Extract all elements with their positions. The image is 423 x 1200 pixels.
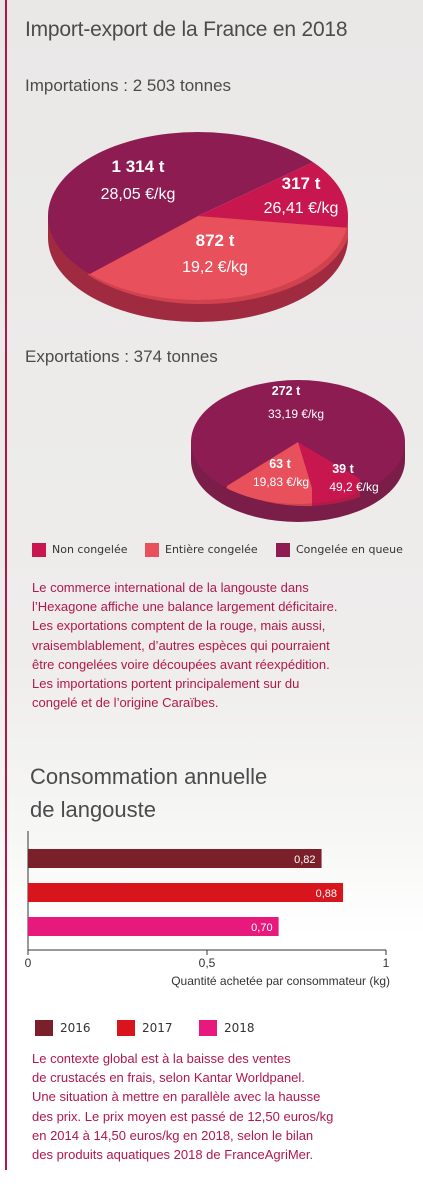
intro-paragraph: Le commerce international de la langoust… <box>32 578 337 712</box>
paragraph-line: en 2014 à 14,50 euros/kg en 2018, selon … <box>32 1127 314 1143</box>
exports-pie-chart: 272 t 33,19 €/kg 63 t 19,83 €/kg 39 t 49… <box>191 380 405 522</box>
paragraph-line: Les importations portent principalement … <box>32 676 300 692</box>
bar-value-label-2016: 0,82 <box>294 854 315 866</box>
paragraph-line: l’Hexagone affiche une balance largement… <box>32 599 338 615</box>
exports-label-entiere-congelee-price: 19,83 €/kg <box>253 475 309 489</box>
bar-value-label-2018: 0,70 <box>251 922 272 934</box>
x-tick-label: 0 <box>25 956 32 970</box>
left-rule <box>5 0 7 1170</box>
imports-slice-non-congelee <box>198 160 348 228</box>
exports-heading: Exportations : 374 tonnes <box>25 347 218 366</box>
legend-label: Congelée en queue <box>296 543 403 556</box>
paragraph-line: Une situation à mettre en parallèle avec… <box>32 1089 321 1105</box>
page-title: Import-export de la France en 2018 <box>25 18 348 41</box>
legend-label: Entière congelée <box>165 543 258 556</box>
legend-label: 2018 <box>224 1021 255 1035</box>
legend-swatch <box>199 1020 217 1036</box>
consumption-bar-chart: 0,82 0,88 0,70 0 0,5 1 Quantité achetée par co… <box>25 831 390 988</box>
bar-value-label-2017: 0,88 <box>316 888 337 900</box>
imports-label-congelee-en-queue-price: 28,05 €/kg <box>101 186 176 203</box>
imports-slice-congelee-en-queue <box>48 132 318 275</box>
consumption-title: Consommation annuelle de langouste <box>30 760 267 826</box>
paragraph-line: des prix. Le prix moyen est passé de 12,… <box>32 1108 334 1124</box>
paragraph-line: congelé et de l’origine Caraïbes. <box>32 695 219 711</box>
consumption-title-line: Consommation annuelle <box>30 764 268 789</box>
paragraph-line: être congelées voire découpées avant rée… <box>32 656 330 672</box>
imports-label-entiere-congelee-tonnage: 872 t <box>196 231 235 250</box>
exports-label-non-congelee-tonnage: 39 t <box>332 462 354 476</box>
imports-label-non-congelee-tonnage: 317 t <box>282 174 321 193</box>
x-tick-label: 0,5 <box>199 956 216 970</box>
paragraph-line: des produits aquatiques 2018 de FranceAg… <box>32 1147 314 1163</box>
legend-swatch <box>32 543 46 557</box>
exports-slice-entiere-congelee <box>220 442 312 504</box>
exports-slice-non-congelee <box>298 442 360 504</box>
imports-label-non-congelee-price: 26,41 €/kg <box>264 200 339 217</box>
bar-2018 <box>28 917 279 936</box>
exports-label-non-congelee-price: 49,2 €/kg <box>329 480 378 494</box>
bar-2017 <box>28 883 344 902</box>
paragraph-line: vraisemblablement, d’autres espèces qui … <box>32 637 330 653</box>
legend-swatch <box>117 1020 135 1036</box>
paragraph-line: de crustacés en frais, selon Kantar Worl… <box>32 1070 305 1086</box>
legend-label: 2017 <box>142 1021 173 1035</box>
exports-label-congelee-en-queue-price: 33,19 €/kg <box>268 407 324 421</box>
consumption-title-line: de langouste <box>30 797 156 822</box>
paragraph-line: Le commerce international de la langoust… <box>32 580 309 595</box>
x-axis-title: Quantité achetée par consommateur (kg) <box>171 974 390 988</box>
exports-slice-congelee-en-queue <box>191 380 405 498</box>
paragraph-line: Les exportations comptent de la rouge, m… <box>32 618 326 634</box>
legend-label: 2016 <box>60 1021 91 1035</box>
legend-swatch <box>35 1020 53 1036</box>
bar-2016 <box>28 849 322 868</box>
imports-heading: Importations : 2 503 tonnes <box>25 76 232 95</box>
context-paragraph: Le contexte global est à la baisse des v… <box>32 1049 333 1164</box>
x-tick-label: 1 <box>383 956 390 970</box>
legend-label: Non congelée <box>52 543 128 556</box>
imports-label-entiere-congelee-price: 19,2 €/kg <box>182 259 248 276</box>
legend-swatch <box>145 543 159 557</box>
imports-pie-chart: 1 314 t 28,05 €/kg 317 t 26,41 €/kg 872 … <box>48 132 348 322</box>
exports-label-congelee-en-queue-tonnage: 272 t <box>272 384 301 398</box>
legend-swatch <box>276 543 290 557</box>
exports-label-entiere-congelee-tonnage: 63 t <box>269 457 291 471</box>
imports-label-congelee-en-queue-tonnage: 1 314 t <box>112 157 165 176</box>
paragraph-line: Le contexte global est à la baisse des v… <box>32 1051 291 1066</box>
